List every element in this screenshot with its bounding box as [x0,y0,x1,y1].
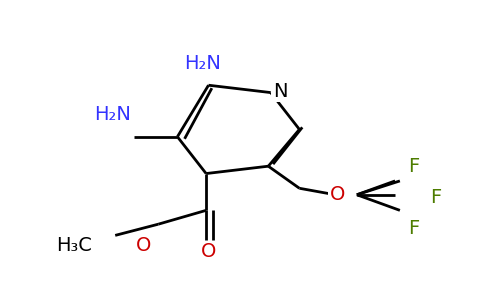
Text: H₂N: H₂N [94,105,131,124]
Text: N: N [273,82,287,100]
Text: F: F [408,218,420,238]
Text: F: F [430,188,441,207]
Text: F: F [408,157,420,176]
Text: O: O [330,185,346,204]
Text: H₂N: H₂N [184,54,221,73]
Text: H₃C: H₃C [57,236,92,255]
Text: O: O [136,236,151,255]
Text: O: O [201,242,216,261]
